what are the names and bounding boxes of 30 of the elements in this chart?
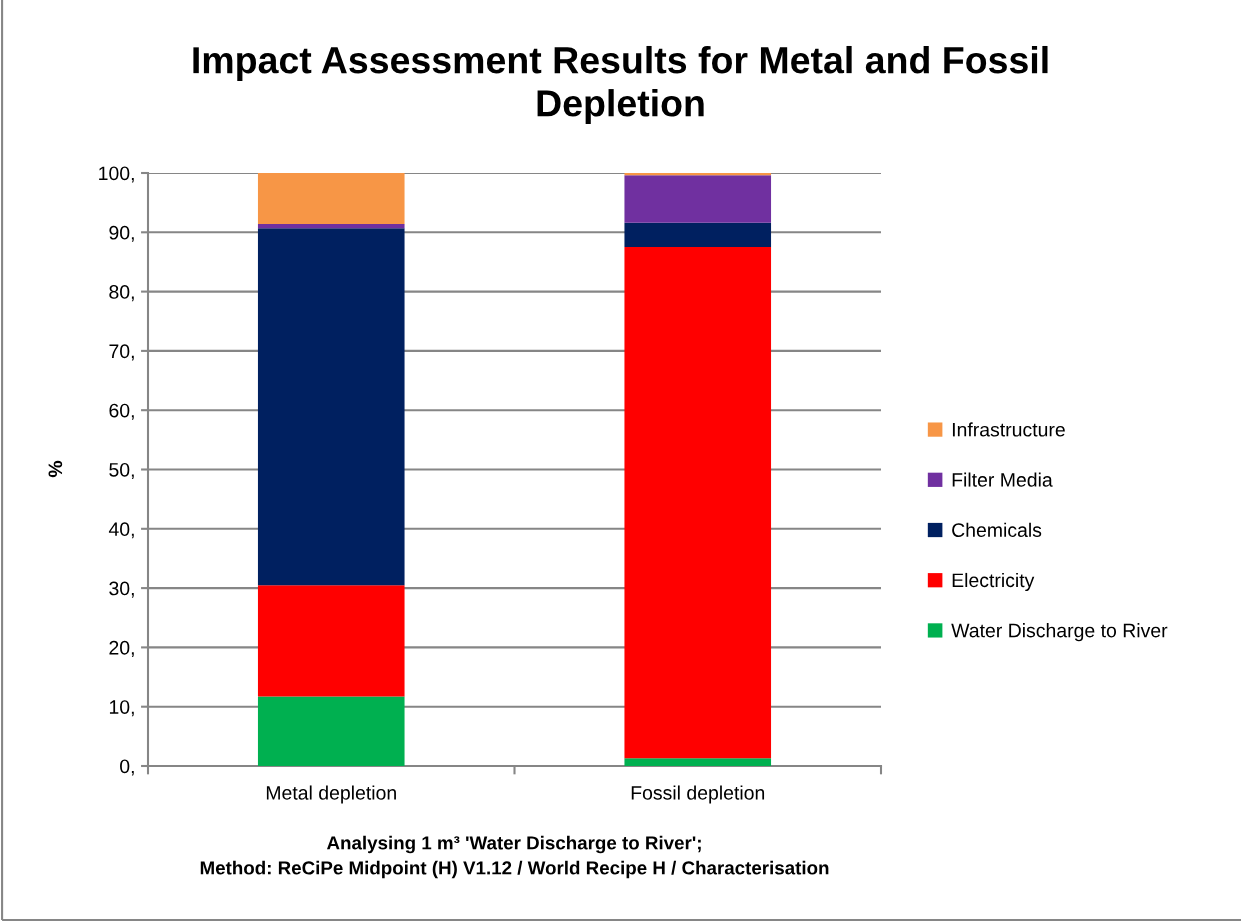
y-tick-label: 50, xyxy=(109,462,134,480)
y-tick-label: 60, xyxy=(109,403,134,420)
x-tick-label: Metal depletion xyxy=(266,785,396,804)
y-tick-label: 20, xyxy=(109,640,134,657)
y-tick-label: 80, xyxy=(109,285,134,302)
bar xyxy=(624,247,772,759)
legend-label: Water Discharge to River xyxy=(951,623,1168,642)
legend-label: Chemicals xyxy=(952,522,1042,537)
y-tick-label: 70, xyxy=(109,344,134,361)
bar xyxy=(257,585,405,697)
y-tick-label: 40, xyxy=(108,522,134,539)
legend-label: Filter Media xyxy=(952,472,1053,487)
bar xyxy=(624,222,772,248)
bar xyxy=(257,173,405,224)
y-tick-label: 0, xyxy=(120,759,134,776)
y-tick-label: 90, xyxy=(109,225,134,242)
y-tick-label: 30, xyxy=(109,581,134,598)
legend-label: Infrastructure xyxy=(952,422,1065,437)
x-tick-label: Fossil depletion xyxy=(631,785,765,804)
y-tick-label: 100, xyxy=(99,166,134,183)
bar xyxy=(624,175,772,223)
chart-title: Impact Assessment Results for Metal and Fossil Depletion xyxy=(193,45,1048,125)
bar xyxy=(257,224,405,229)
bar xyxy=(257,696,405,766)
bar xyxy=(257,228,405,586)
y-tick-label: 10, xyxy=(109,700,134,717)
bar xyxy=(624,758,772,766)
x-axis-title: Analysing 1 m³ 'Water Discharge to River'; Method: ReCiPe Midpoint (H) V1.12 / World Recipe H / Characterisation xyxy=(200,835,829,879)
legend-label: Electricity xyxy=(952,572,1035,592)
y-axis-title: % xyxy=(48,460,63,478)
